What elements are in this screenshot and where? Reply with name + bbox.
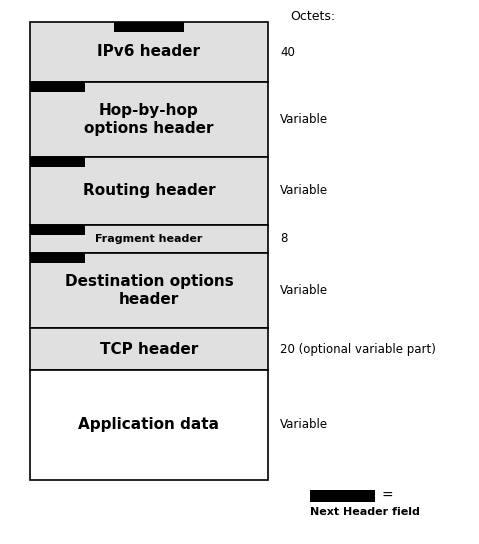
Text: Fragment header: Fragment header [95, 234, 203, 244]
Text: 40: 40 [280, 46, 295, 59]
Text: =: = [382, 489, 394, 503]
Bar [30, 157, 268, 225]
Text: IPv6 header: IPv6 header [98, 45, 201, 59]
Bar [30, 328, 268, 370]
Bar [310, 490, 375, 502]
Bar [30, 225, 268, 253]
Text: TCP header: TCP header [100, 342, 198, 356]
Bar [30, 225, 85, 235]
Bar [30, 82, 268, 157]
Bar [30, 253, 268, 328]
Text: 20 (optional variable part): 20 (optional variable part) [280, 343, 436, 355]
Bar [30, 82, 85, 92]
Bar [114, 22, 184, 32]
Text: Variable: Variable [280, 184, 328, 197]
Text: Variable: Variable [280, 284, 328, 297]
Text: Next Header field: Next Header field [310, 507, 420, 517]
Bar [30, 253, 85, 263]
Text: Application data: Application data [79, 417, 219, 432]
Text: Hop-by-hop
options header: Hop-by-hop options header [84, 103, 214, 137]
Text: Destination options
header: Destination options header [65, 274, 233, 307]
Bar [30, 157, 85, 167]
Text: Octets:: Octets: [290, 10, 335, 23]
Text: Variable: Variable [280, 418, 328, 431]
Bar [30, 22, 268, 82]
Text: Variable: Variable [280, 113, 328, 126]
Text: Routing header: Routing header [83, 183, 216, 199]
Bar [30, 370, 268, 480]
Text: 8: 8 [280, 232, 287, 245]
